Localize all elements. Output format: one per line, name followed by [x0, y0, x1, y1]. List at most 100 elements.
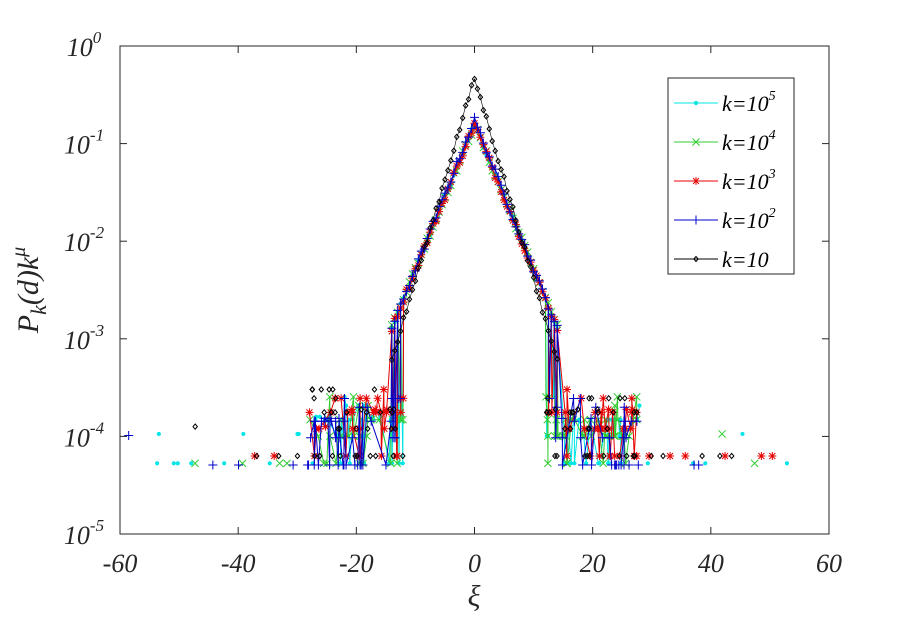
series-1-point [543, 432, 552, 441]
series-2-point [597, 408, 606, 417]
series-3-point [446, 177, 456, 187]
y-tick-label: 10-5 [64, 516, 104, 550]
series-1-point [319, 459, 328, 468]
series-2-point [622, 405, 631, 414]
series-1-point [393, 459, 402, 468]
series-0-point [784, 461, 790, 466]
series-4-point [633, 408, 640, 416]
series-4-point [412, 277, 419, 285]
series-0-point [175, 461, 180, 466]
legend-entry-1: k=104 [674, 128, 776, 155]
series-4-point [501, 173, 507, 181]
series-4-point [326, 386, 333, 393]
series-4-point [570, 408, 577, 416]
legend-marker [693, 100, 699, 106]
series-3-point [632, 416, 642, 426]
series-1-point [563, 459, 572, 468]
series-4-point [717, 452, 723, 460]
series-4-point [253, 452, 260, 460]
series-2-point [681, 451, 690, 460]
series-3-point [689, 460, 699, 470]
series-4-point [394, 338, 401, 346]
series-1-point [325, 392, 334, 401]
series-3-point [443, 183, 453, 193]
axis-layer: -60 -40 -20 0 20 40 60 100 10-1 10-2 10-3 10-4 10-5 [64, 28, 842, 578]
series-3-point [335, 433, 345, 443]
series-3-point [341, 460, 351, 470]
series-4-point [495, 157, 501, 165]
series-1-point [580, 415, 589, 424]
series-4-point [728, 452, 735, 460]
series-2-point [396, 408, 405, 417]
series-2-point [757, 451, 766, 460]
series-2-point [497, 187, 506, 196]
series-0-point [295, 431, 300, 437]
series-4-point [332, 408, 338, 416]
series-4-point [335, 425, 341, 433]
series-3-point [366, 416, 376, 426]
series-4-point [275, 452, 282, 460]
series-3-point [569, 416, 579, 426]
series-4-point [575, 406, 581, 413]
series-3-point [325, 460, 335, 470]
series-3-point [537, 284, 547, 294]
series-1-point [550, 432, 559, 441]
series-3-point [348, 433, 358, 443]
series-2-point [595, 451, 604, 460]
series-4-point [427, 224, 434, 232]
series-layer [124, 75, 790, 470]
series-4-point [321, 408, 328, 416]
y-tick-label: 10-4 [64, 418, 105, 452]
series-2-point [382, 405, 391, 414]
series-1-point [613, 415, 622, 424]
series-0-point [645, 461, 650, 466]
series-0-point [222, 461, 227, 466]
series-4-point [527, 263, 534, 271]
series-1-point [238, 459, 247, 468]
y-axis-title-sub: k [26, 304, 51, 315]
series-3-point [390, 316, 400, 326]
series-3-point [534, 276, 544, 286]
series-3-point [288, 460, 298, 470]
legend-label: k=105 [722, 89, 776, 116]
series-1-point [601, 432, 610, 441]
series-2-point [467, 129, 476, 138]
series-1-point [275, 459, 284, 468]
series-4-point [569, 408, 575, 416]
series-4-point [616, 452, 623, 460]
series-2-point [321, 422, 330, 431]
series-4-point [623, 452, 630, 460]
series-4-point [388, 425, 395, 433]
series-3-point [339, 416, 349, 426]
series-3-point [624, 460, 634, 470]
series-4-point [552, 452, 558, 460]
series-3-point [461, 137, 471, 147]
series-3-point [387, 323, 397, 333]
series-4-point [595, 408, 601, 416]
series-4-point [421, 243, 428, 250]
series-1-point [601, 415, 610, 424]
series-4-point [465, 95, 472, 103]
series-3-point [434, 202, 444, 212]
series-4-point [343, 408, 350, 416]
series-3-point [405, 281, 415, 291]
x-tick-label: -40 [221, 549, 256, 578]
series-4-point [462, 102, 469, 109]
series-4-point [397, 327, 404, 335]
series-0-point [568, 461, 574, 466]
series-1-point [543, 459, 552, 468]
series-1-point [750, 459, 759, 468]
legend-marker [691, 215, 701, 225]
series-4-point [367, 452, 374, 460]
series-0-point [637, 403, 642, 408]
series-3-point [334, 413, 344, 423]
series-2-point [562, 451, 571, 460]
x-axis-title: ξ [468, 580, 481, 613]
series-3-point [619, 402, 629, 412]
series-3-point [490, 164, 500, 174]
series-4-point [377, 408, 384, 416]
legend-entry-2: k=103 [674, 167, 776, 194]
series-4-point [418, 257, 425, 264]
legend-label: k=102 [722, 206, 776, 233]
